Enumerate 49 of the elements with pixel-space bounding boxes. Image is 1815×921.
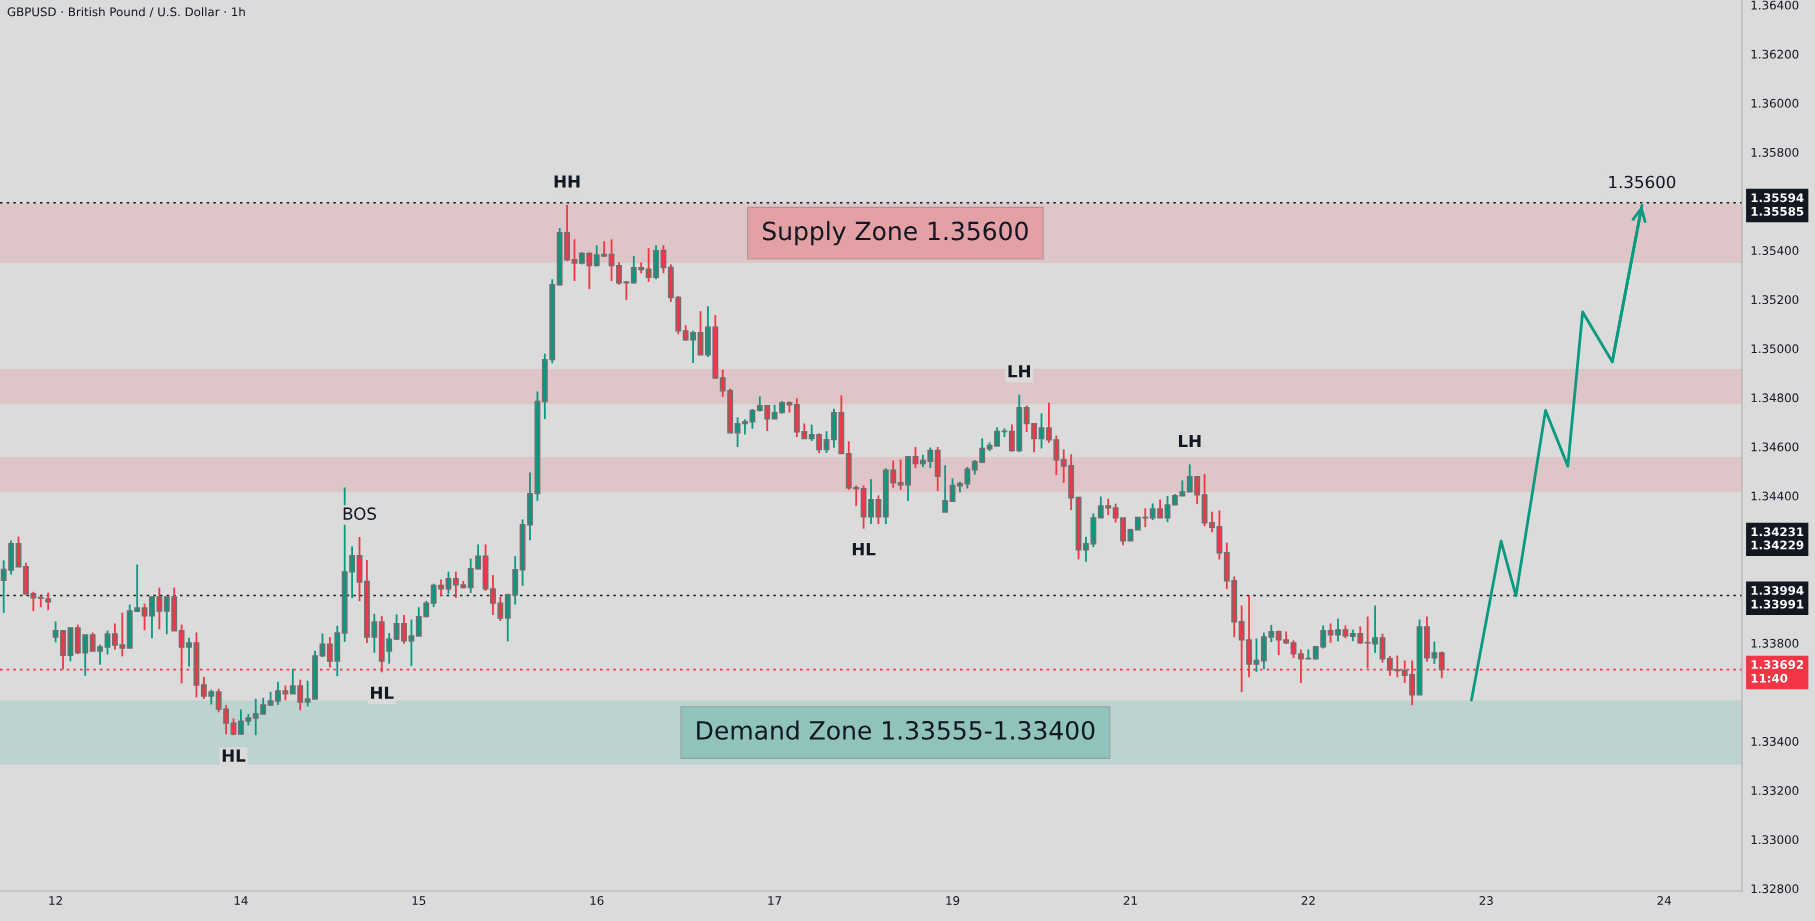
annotation: 1.35600	[1609, 175, 1676, 189]
x-tick-label: 23	[1479, 896, 1493, 905]
x-tick-label: 19	[946, 896, 960, 905]
y-tick-label: 1.35800	[1751, 147, 1799, 157]
x-tick-label: 17	[768, 896, 782, 905]
annotation: HL	[222, 749, 246, 762]
annotation: LH	[1179, 434, 1201, 448]
y-tick-label: 1.35200	[1751, 295, 1799, 305]
y-tick-label: 1.33200	[1751, 786, 1799, 796]
annotation: HL	[371, 686, 394, 699]
annotation: LH	[1008, 365, 1031, 378]
annotation: BOS	[343, 507, 377, 520]
ref-line-label: 1.35594 1.35585	[1751, 193, 1804, 216]
y-tick-label: 1.36000	[1751, 98, 1799, 108]
candlestick	[942, 464, 949, 513]
x-tick-label: 21	[1123, 896, 1137, 905]
y-tick-label: 1.36400	[1751, 0, 1799, 10]
band-label: Supply Zone 1.35600	[762, 221, 1028, 246]
x-tick-label: 22	[1301, 896, 1315, 905]
x-tick-label: 15	[412, 896, 426, 905]
line-series	[1470, 204, 1644, 702]
band-label: Demand Zone 1.33555-1.33400	[697, 720, 1095, 740]
x-tick-label: 16	[590, 896, 604, 905]
y-tick-label: 1.35400	[1751, 246, 1799, 256]
y-tick-label: 1.32800	[1751, 884, 1799, 894]
y-tick-label: 1.34231 1.34229	[1751, 527, 1804, 550]
y-tick-label: 1.34400	[1751, 491, 1799, 501]
y-tick-label: 1.33800	[1751, 638, 1799, 648]
annotation: HH	[554, 175, 580, 188]
x-tick-label: 24	[1657, 896, 1672, 905]
candlestick	[571, 238, 578, 282]
y-tick-label: 1.35000	[1751, 344, 1799, 354]
y-tick-label: 1.34800	[1751, 393, 1799, 403]
annotation: HL	[852, 543, 876, 556]
candlestick	[1164, 495, 1171, 523]
x-tick-label: 12	[49, 896, 62, 905]
y-tick-label: 1.33400	[1751, 737, 1799, 746]
x-tick-label: 14	[234, 896, 248, 905]
candlestick	[1438, 650, 1445, 680]
text: GBPUSD · British Pound / U.S. Dollar · 1h	[7, 7, 245, 18]
y-tick-label: 1.33000	[1751, 835, 1799, 845]
candlestick	[141, 602, 148, 632]
candlestick	[104, 629, 111, 656]
candlestick	[1253, 637, 1260, 673]
candlestick	[445, 570, 452, 595]
y-tick-label: 1.34600	[1751, 442, 1799, 452]
ref-line-label: 1.33994 1.33991	[1751, 585, 1804, 609]
y-tick-label: 1.36200	[1751, 49, 1799, 59]
ref-line-label: 1.33692 11:40	[1751, 660, 1804, 683]
